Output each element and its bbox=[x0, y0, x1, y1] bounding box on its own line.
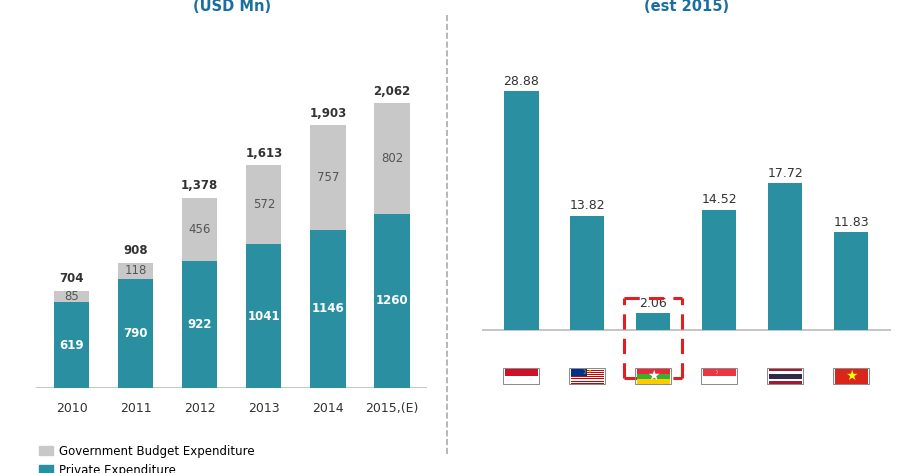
Bar bbox=[571, 369, 604, 370]
Text: Myanmar Healthcare Expenditure Split
(USD Mn): Myanmar Healthcare Expenditure Split (US… bbox=[71, 0, 393, 14]
Text: 17.72: 17.72 bbox=[767, 167, 804, 180]
Bar bbox=[571, 380, 604, 382]
Bar bbox=[767, 368, 804, 384]
Bar bbox=[310, 125, 345, 230]
Bar bbox=[637, 369, 670, 374]
Text: 2,062: 2,062 bbox=[374, 85, 411, 98]
Text: 757: 757 bbox=[316, 171, 339, 184]
Text: 2014: 2014 bbox=[312, 402, 344, 415]
Bar bbox=[636, 313, 671, 330]
Bar bbox=[571, 370, 604, 371]
Text: 1,903: 1,903 bbox=[309, 107, 346, 120]
Bar bbox=[571, 382, 604, 383]
Bar bbox=[769, 381, 802, 384]
Bar bbox=[701, 368, 737, 384]
Text: 922: 922 bbox=[187, 318, 212, 331]
Text: ☽: ☽ bbox=[580, 370, 586, 375]
Bar bbox=[571, 371, 604, 372]
Text: 908: 908 bbox=[124, 244, 148, 257]
Bar bbox=[571, 379, 604, 380]
Bar bbox=[571, 369, 586, 377]
Text: 790: 790 bbox=[124, 327, 148, 340]
Bar bbox=[504, 91, 538, 330]
Bar bbox=[118, 279, 154, 388]
Bar bbox=[54, 291, 89, 302]
Text: 1041: 1041 bbox=[247, 309, 280, 323]
Legend: Government Budget Expenditure, Private Expenditure: Government Budget Expenditure, Private E… bbox=[35, 440, 260, 473]
Text: Total Healthcare Expenditure in USD Bn
(est 2015): Total Healthcare Expenditure in USD Bn (… bbox=[522, 0, 851, 14]
Text: 2010: 2010 bbox=[55, 402, 87, 415]
Bar bbox=[571, 383, 604, 384]
Bar bbox=[571, 373, 604, 374]
Bar bbox=[833, 368, 869, 384]
Bar bbox=[834, 369, 868, 384]
Bar bbox=[637, 379, 670, 384]
Bar bbox=[768, 183, 803, 330]
Text: 1,613: 1,613 bbox=[245, 147, 283, 160]
Bar bbox=[571, 372, 604, 373]
Bar bbox=[571, 378, 604, 379]
Bar bbox=[571, 377, 604, 378]
Bar bbox=[182, 261, 217, 388]
Text: 1146: 1146 bbox=[312, 302, 345, 315]
Bar bbox=[703, 377, 735, 384]
Text: 118: 118 bbox=[125, 264, 147, 277]
Text: 2013: 2013 bbox=[248, 402, 280, 415]
Bar bbox=[703, 369, 735, 377]
Text: 14.52: 14.52 bbox=[702, 193, 737, 206]
Text: ☽: ☽ bbox=[713, 370, 717, 375]
Text: ★: ★ bbox=[647, 369, 660, 383]
Text: 704: 704 bbox=[59, 272, 84, 285]
Bar bbox=[310, 230, 345, 388]
Text: 456: 456 bbox=[188, 223, 211, 236]
Text: 2015,(E): 2015,(E) bbox=[365, 402, 419, 415]
Bar bbox=[375, 104, 410, 214]
Text: 619: 619 bbox=[59, 339, 84, 351]
Text: 13.82: 13.82 bbox=[570, 199, 605, 212]
Text: ★: ★ bbox=[845, 369, 857, 383]
Text: 572: 572 bbox=[253, 198, 275, 211]
Bar bbox=[571, 375, 604, 377]
Bar bbox=[834, 232, 868, 330]
Bar bbox=[702, 210, 736, 330]
Bar bbox=[769, 371, 802, 374]
Bar bbox=[769, 379, 802, 381]
Text: 11.83: 11.83 bbox=[834, 216, 869, 228]
Bar bbox=[504, 369, 538, 377]
Text: 28.88: 28.88 bbox=[504, 75, 539, 88]
Bar bbox=[54, 302, 89, 388]
Bar bbox=[182, 198, 217, 261]
Bar bbox=[635, 368, 672, 384]
Text: 1260: 1260 bbox=[375, 295, 408, 307]
Bar bbox=[570, 216, 604, 330]
Bar bbox=[769, 369, 802, 371]
Bar bbox=[246, 166, 282, 244]
Text: 2.06: 2.06 bbox=[639, 297, 667, 309]
Text: ✦: ✦ bbox=[588, 370, 592, 375]
Text: 2012: 2012 bbox=[184, 402, 215, 415]
Text: 802: 802 bbox=[381, 152, 403, 165]
Text: 85: 85 bbox=[65, 290, 79, 303]
Bar bbox=[569, 368, 605, 384]
Bar bbox=[571, 374, 604, 375]
Bar bbox=[118, 263, 154, 279]
Bar bbox=[637, 374, 670, 379]
Text: 1,378: 1,378 bbox=[181, 179, 218, 192]
Bar bbox=[246, 244, 282, 388]
Text: 2011: 2011 bbox=[120, 402, 152, 415]
Bar bbox=[504, 377, 538, 384]
Bar bbox=[375, 214, 410, 388]
Bar bbox=[504, 368, 540, 384]
Bar bbox=[769, 374, 802, 379]
